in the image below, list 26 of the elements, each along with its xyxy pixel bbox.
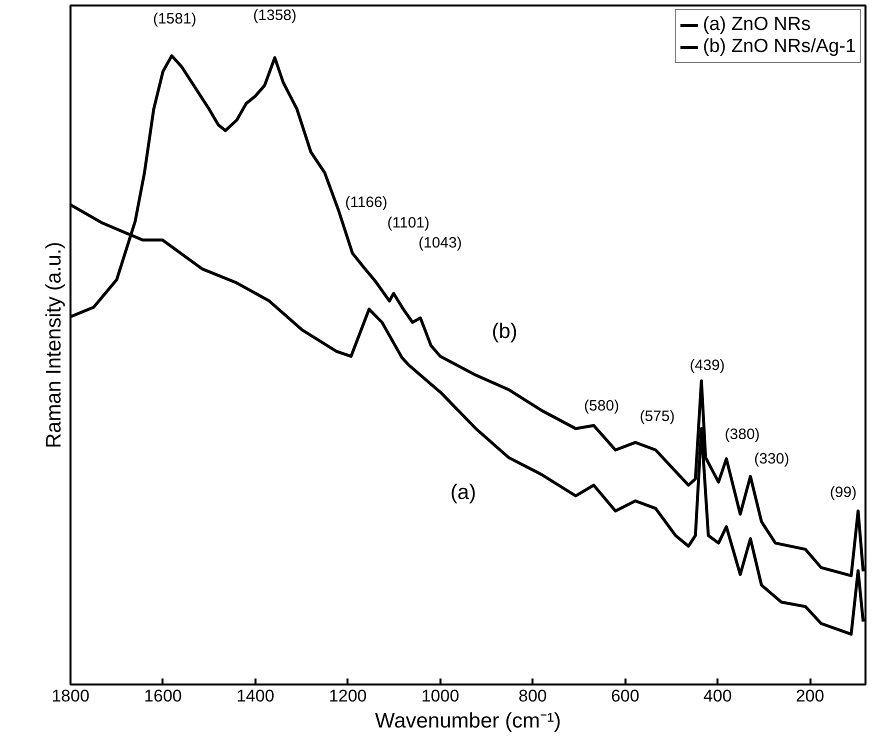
text: (1358) — [253, 7, 296, 24]
x-tick-label: 600 — [610, 686, 640, 706]
annotation: (439) — [690, 356, 725, 374]
x-tick-label: 800 — [518, 686, 547, 706]
legend-label: (b) ZnO NRs/Ag-1 — [702, 36, 856, 58]
x-tick-label: 1600 — [144, 686, 182, 706]
annotation: (1166) — [345, 194, 388, 211]
annotation: (575) — [640, 408, 675, 425]
annotation: (580) — [584, 398, 620, 415]
y-axis-title: Raman Intensity (a.u.) — [42, 242, 66, 448]
legend-label: (a) ZnO NRs — [702, 14, 811, 36]
annotation: (1043) — [418, 234, 462, 252]
annotation: (a) — [450, 480, 476, 504]
annotation: (1101) — [387, 214, 430, 232]
x-tick-label: 1800 — [52, 686, 90, 706]
annotation: (99) — [830, 484, 857, 501]
annotation: (b) — [492, 320, 518, 343]
x-tick-label: 200 — [796, 686, 824, 706]
x-tick-label: 1200 — [328, 686, 367, 706]
x-axis-title: Wavenumber (cm⁻¹) — [375, 710, 561, 732]
x-tick-label: 400 — [703, 686, 732, 706]
x-tick-label: 1000 — [421, 686, 460, 706]
text: (1581) — [152, 10, 196, 28]
x-tick-label: 1400 — [236, 686, 274, 706]
annotation: (380) — [724, 426, 760, 444]
annotation: (330) — [754, 450, 790, 468]
